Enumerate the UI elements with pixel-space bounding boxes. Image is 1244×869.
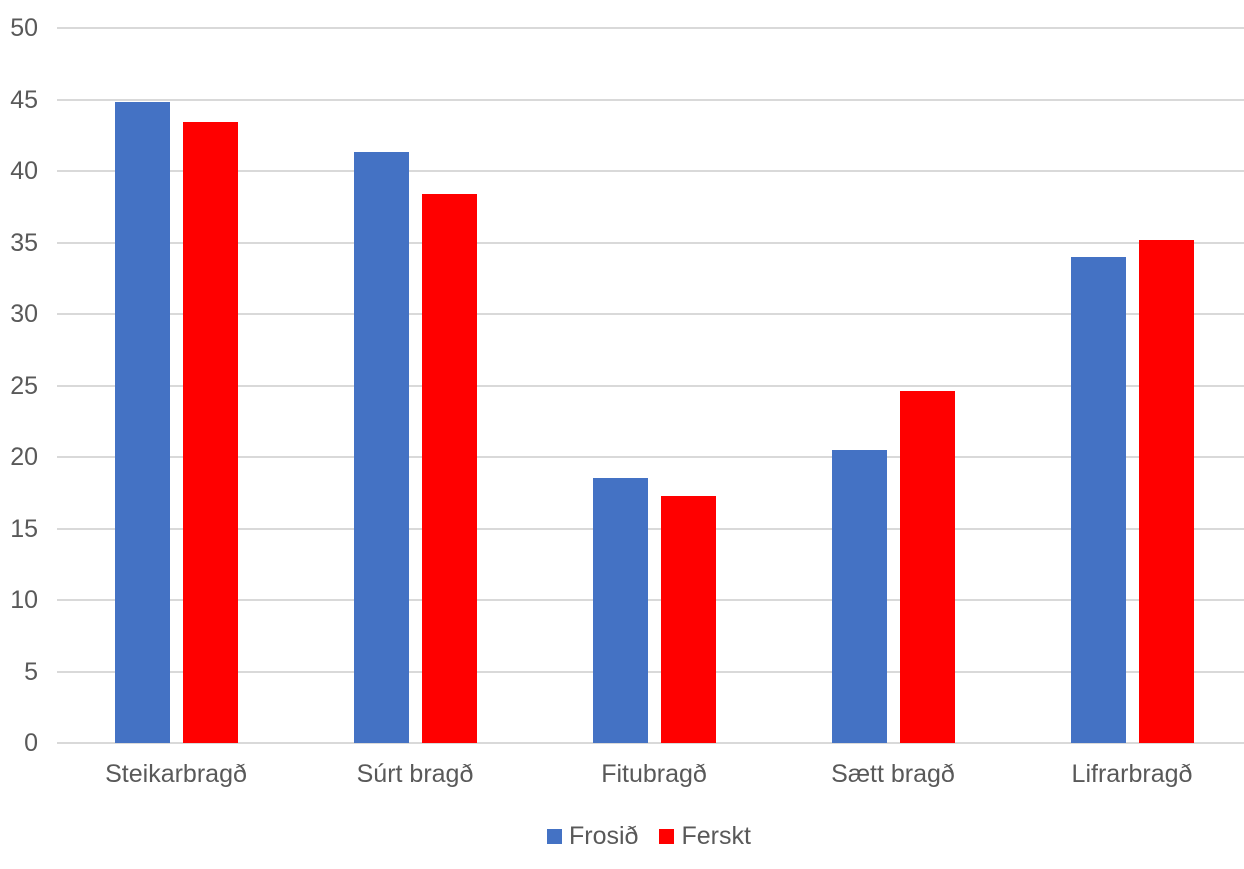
bar [353, 152, 409, 743]
gridline [57, 27, 1244, 29]
y-axis-tick-label: 35 [10, 228, 38, 257]
y-axis-tick-label: 20 [10, 443, 38, 471]
gridline [57, 170, 1244, 172]
y-axis-tick-label: 5 [24, 657, 38, 686]
legend-swatch-frosid [547, 828, 562, 844]
y-axis-tick-label: 50 [10, 14, 38, 42]
legend-item-ferskt: Ferskt [659, 822, 751, 850]
x-axis-category-label: Fitubragð [601, 760, 707, 788]
y-axis-tick-label: 40 [10, 157, 38, 185]
y-axis-tick-label: 45 [10, 85, 38, 114]
x-axis-category-label: Súrt bragð [356, 760, 474, 788]
gridline [57, 241, 1244, 244]
y-axis-tick-label: 30 [10, 300, 38, 328]
gridline [57, 98, 1244, 101]
bar [421, 193, 477, 743]
bar [1138, 239, 1194, 743]
gridline [57, 527, 1244, 530]
y-axis-tick-label: 15 [10, 514, 38, 543]
legend-label-frosid: Frosið [569, 822, 639, 850]
legend-label-ferskt: Ferskt [681, 822, 751, 850]
bar [660, 495, 716, 743]
legend-swatch-ferskt [659, 828, 675, 844]
legend-item-frosid: Frosið [547, 822, 638, 850]
x-axis-category-label: Lifrarbragð [1071, 760, 1193, 788]
gridline [57, 456, 1244, 458]
gridline [57, 313, 1244, 315]
bar [831, 449, 887, 743]
bar [182, 122, 238, 743]
y-axis-tick-label: 0 [24, 729, 38, 757]
gridline [57, 599, 1244, 601]
gridline [57, 742, 1244, 744]
x-axis-category-label: Sætt bragð [831, 760, 955, 788]
y-axis-tick-label: 25 [10, 371, 38, 400]
x-axis-category-label: Steikarbragð [105, 760, 247, 788]
gridline [57, 670, 1244, 673]
y-axis-tick-label: 10 [10, 586, 38, 614]
bar [899, 391, 955, 743]
bar [114, 102, 170, 743]
bar [592, 478, 648, 743]
legend: Frosið Ferskt [547, 822, 751, 850]
bar [1070, 256, 1126, 743]
gridline [57, 384, 1244, 387]
